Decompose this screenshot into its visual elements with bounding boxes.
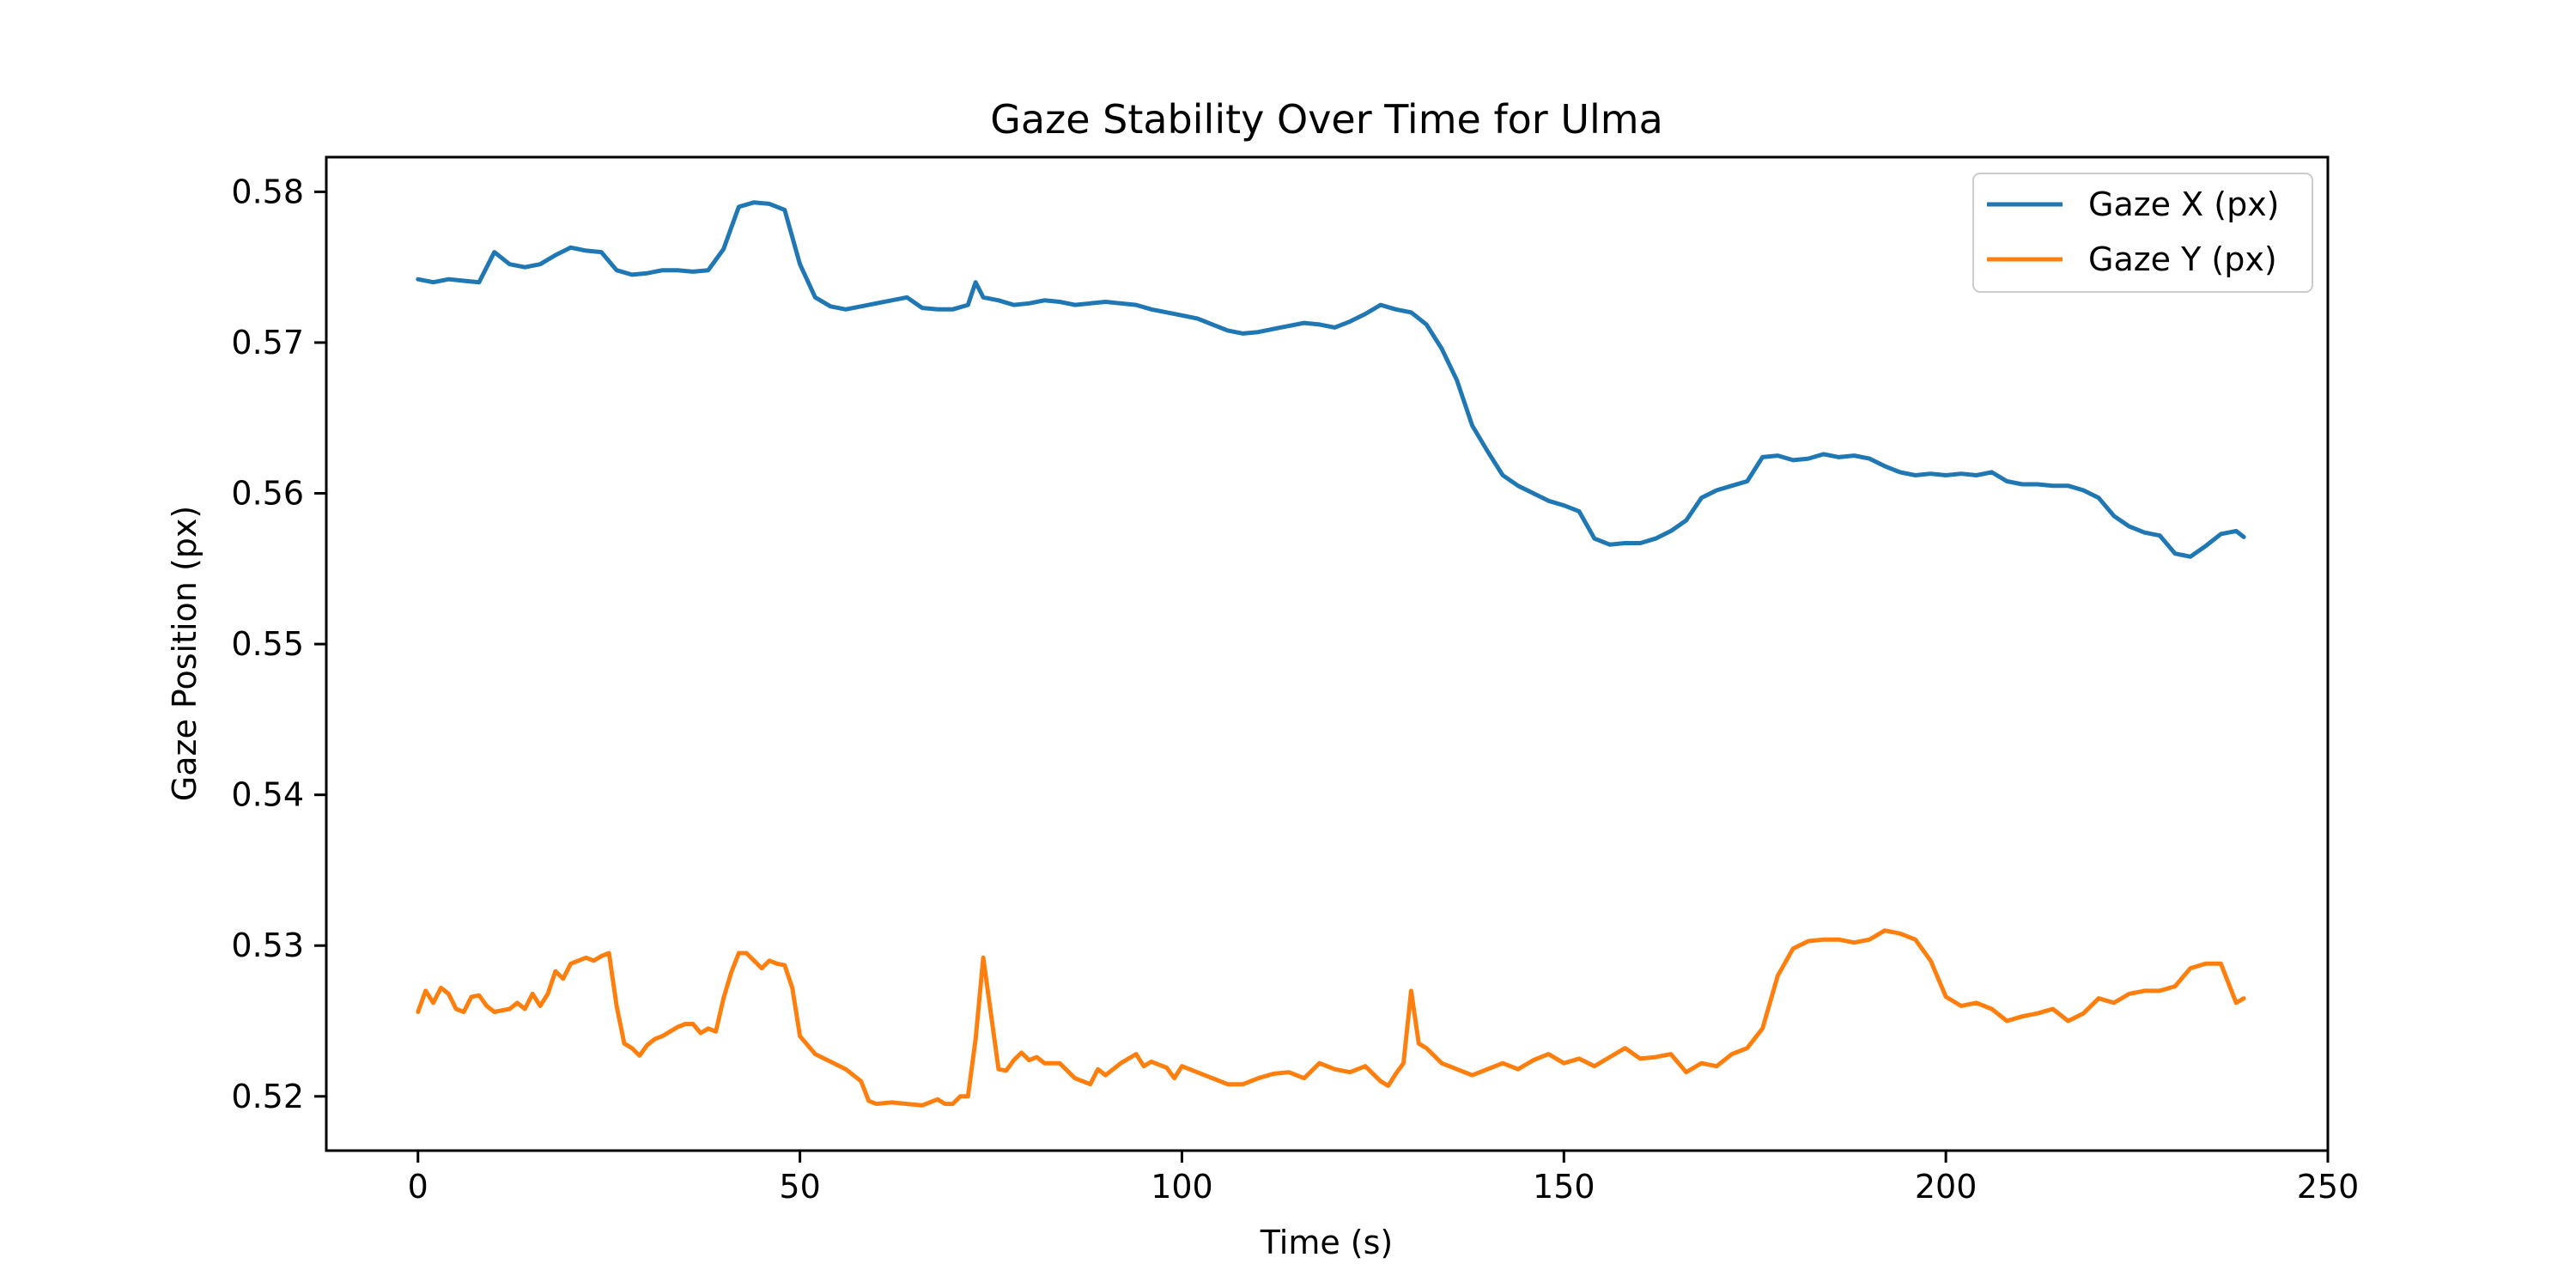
y-axis: 0.52 0.53 0.54 0.55 0.56 0.57 0.58 xyxy=(231,173,326,1115)
x-tick-label: 100 xyxy=(1151,1168,1213,1206)
legend-label: Gaze X (px) xyxy=(2088,185,2280,223)
y-tick-label: 0.54 xyxy=(231,776,304,814)
x-tick-label: 0 xyxy=(408,1168,428,1206)
legend-label: Gaze Y (px) xyxy=(2088,240,2277,278)
x-tick-label: 250 xyxy=(2297,1168,2360,1206)
y-tick-label: 0.52 xyxy=(231,1078,304,1115)
chart-title: Gaze Stability Over Time for Ulma xyxy=(990,96,1663,143)
x-tick-label: 200 xyxy=(1915,1168,1978,1206)
y-tick-label: 0.57 xyxy=(231,324,304,361)
series-line-gaze-x xyxy=(416,200,2246,559)
y-tick-label: 0.58 xyxy=(231,173,304,210)
y-tick-label: 0.55 xyxy=(231,625,304,663)
series-line-gaze-y xyxy=(416,928,2246,1108)
x-tick-label: 150 xyxy=(1533,1168,1595,1206)
x-axis: 0 50 100 150 200 250 xyxy=(408,1151,2360,1206)
legend: Gaze X (px) Gaze Y (px) xyxy=(1972,173,2313,293)
series-layer xyxy=(416,200,2246,1108)
y-axis-label: Gaze Position (px) xyxy=(166,506,204,801)
plot-frame xyxy=(325,155,2330,1152)
y-tick-label: 0.56 xyxy=(231,475,304,513)
x-tick-label: 50 xyxy=(779,1168,820,1206)
y-tick-label: 0.53 xyxy=(231,927,304,964)
x-axis-label: Time (s) xyxy=(1260,1224,1394,1261)
